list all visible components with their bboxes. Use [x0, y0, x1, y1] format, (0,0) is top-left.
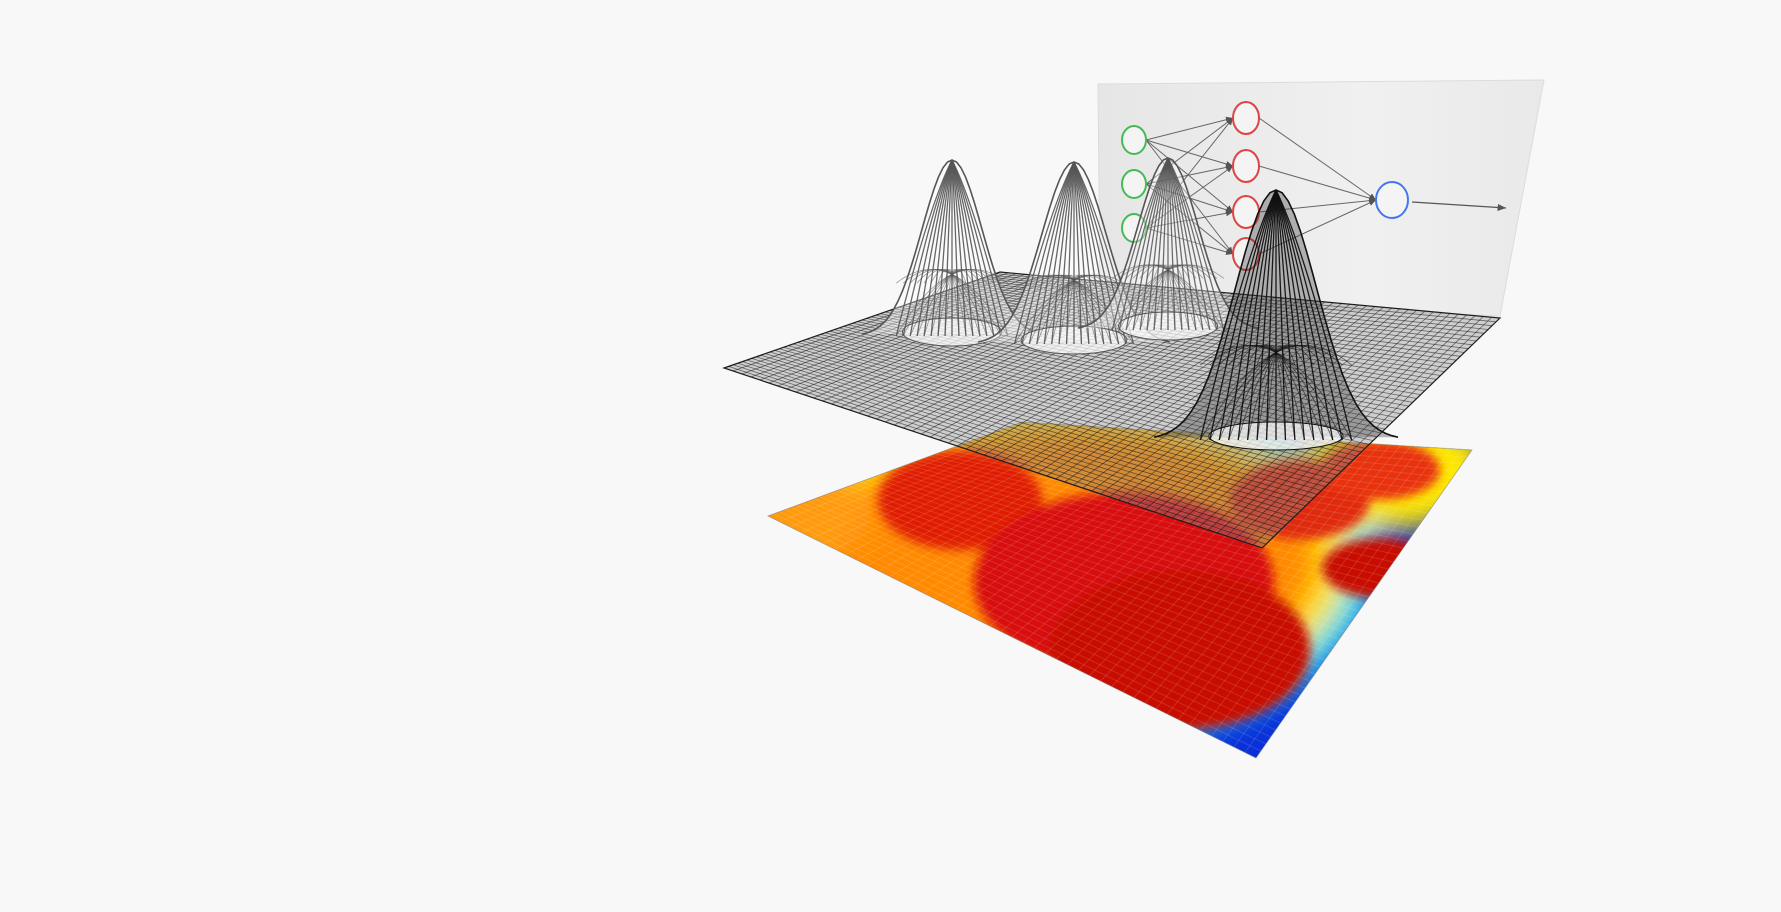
mesh-peak [1153, 189, 1399, 451]
mesh-peak [977, 161, 1171, 355]
output-node [1375, 181, 1409, 219]
mesh-peak [861, 159, 1043, 347]
network-edge [1145, 139, 1234, 167]
input-node [1121, 169, 1147, 199]
heatmap-outline [766, 421, 1473, 759]
hidden-node [1232, 101, 1260, 135]
input-node [1121, 125, 1147, 155]
mesh-peak [1077, 157, 1259, 341]
hidden-node [1232, 149, 1260, 183]
wireframe-mesh-surface [722, 157, 1502, 549]
network-edge [1145, 139, 1234, 213]
mesh-peaks [861, 157, 1399, 451]
output-arrow [1411, 201, 1507, 212]
network-edge [1258, 165, 1377, 201]
network-panel-background [1097, 79, 1545, 317]
heatmap-grid-lines [768, 422, 1472, 758]
network-edge [1145, 116, 1234, 141]
network-edge [1258, 117, 1377, 201]
neural-network-panel [1097, 79, 1545, 317]
network-nodes [1121, 101, 1409, 271]
